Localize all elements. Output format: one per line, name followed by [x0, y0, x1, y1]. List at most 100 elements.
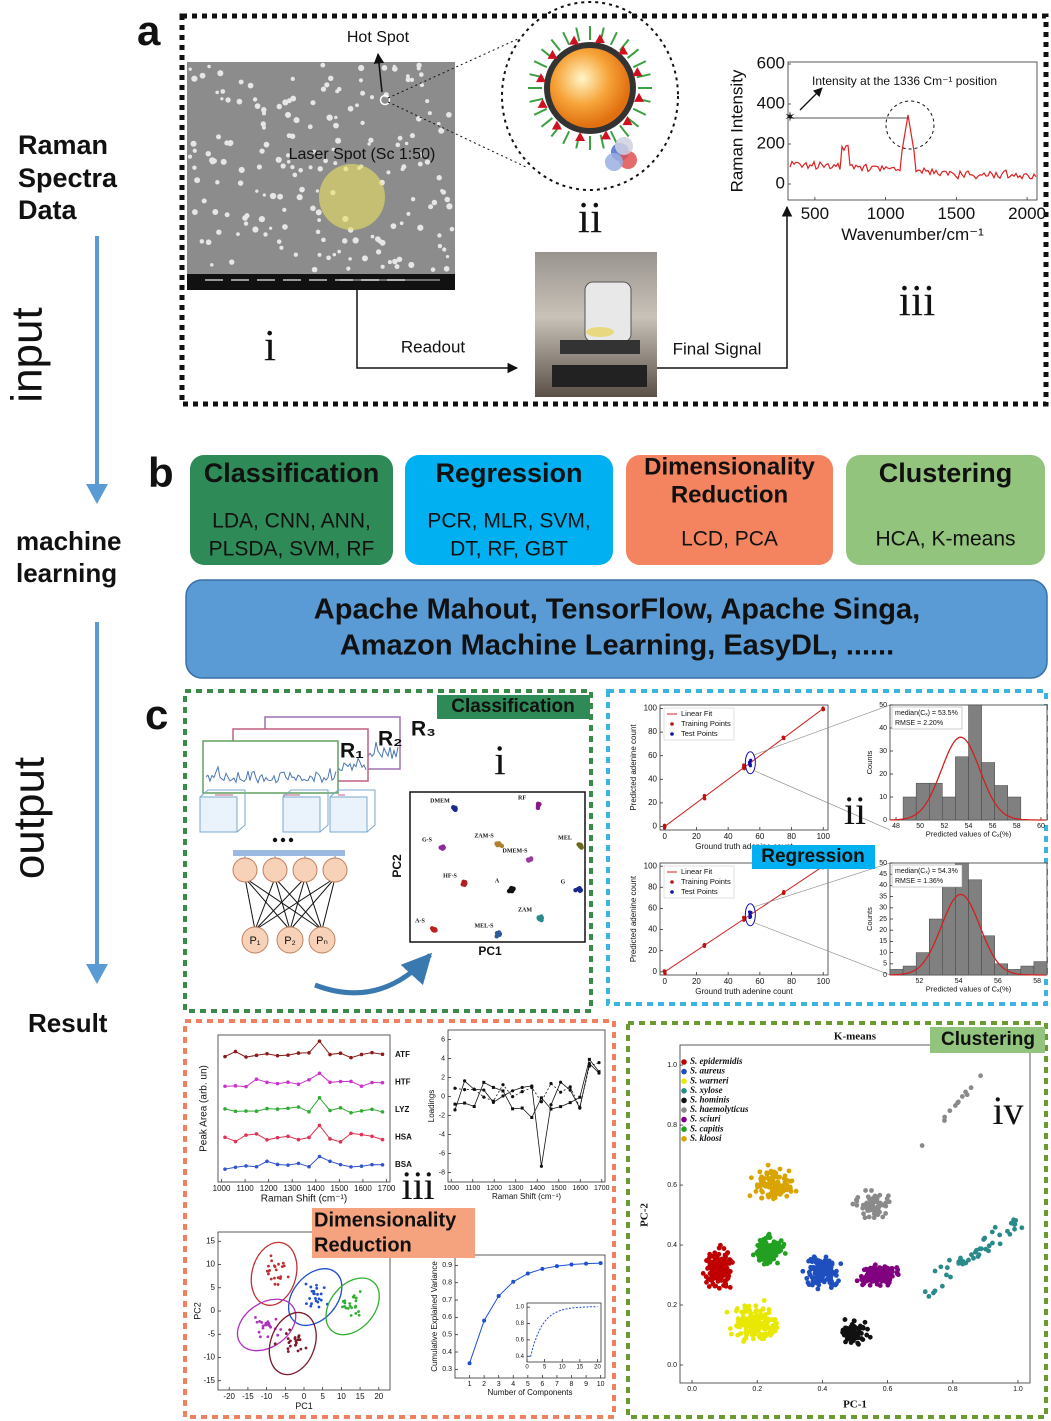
nanoparticle-dot — [205, 150, 212, 157]
x-tick-label: 8 — [570, 1381, 574, 1388]
score-point — [308, 1297, 312, 1300]
nanoparticle-dot — [334, 115, 338, 120]
cluster-point — [727, 1326, 733, 1331]
score-point — [286, 1275, 290, 1279]
nanoparticle-dot — [312, 149, 317, 154]
nanoparticle-dot — [225, 97, 231, 103]
cluster-point — [969, 1252, 974, 1258]
y-tick-label: 0.0 — [667, 1362, 677, 1369]
cluster-point — [974, 1247, 979, 1253]
spectrum-trace — [205, 765, 337, 785]
zoom-ellipse — [744, 751, 756, 775]
score-point — [266, 1335, 270, 1339]
y-tick-label: 0.6 — [667, 1182, 677, 1189]
zoom-ellipse — [744, 903, 756, 927]
arrow — [356, 290, 519, 374]
x-tick-label: 1000 — [213, 1184, 231, 1193]
legend-swatch — [681, 1126, 687, 1132]
method-box — [405, 455, 613, 565]
cluster-point — [744, 1332, 749, 1338]
nanoparticle-dot — [431, 199, 438, 206]
cluster-point — [761, 1298, 767, 1303]
spectrum-frame — [202, 740, 339, 794]
nanoparticle-dot — [419, 72, 424, 77]
flow-arrowhead — [86, 964, 108, 984]
legend-box — [663, 865, 735, 899]
nanoparticle-dot — [279, 245, 284, 250]
series-line — [224, 1097, 383, 1114]
section-tag — [930, 1027, 1045, 1053]
y-tick-label: 0.9 — [442, 1262, 452, 1269]
method-box — [626, 455, 833, 565]
legend-box — [663, 707, 735, 741]
nanoparticle-dot — [311, 266, 318, 273]
nanoparticle-dot — [326, 114, 333, 121]
y-tick-label: 0.6 — [442, 1314, 452, 1321]
y-axis-label: PC-2 — [639, 1203, 651, 1227]
y-tick-label: 40 — [648, 774, 657, 783]
cluster-point — [809, 1274, 815, 1280]
annotation: RMSE = 2.20% — [895, 720, 943, 727]
nanoparticle-dot — [405, 77, 411, 83]
cube — [282, 796, 321, 833]
cluster-point — [948, 1274, 953, 1280]
nanoparticle-dot — [292, 172, 298, 178]
class-label: HF-S — [443, 873, 457, 879]
score-point — [354, 1304, 358, 1308]
score-point — [315, 1286, 319, 1290]
nanoparticle-dot — [227, 140, 234, 146]
cluster-point — [763, 1235, 769, 1241]
nanoparticle-dot — [187, 154, 193, 159]
nanoparticle-dot — [409, 133, 415, 139]
score-point — [309, 1285, 313, 1289]
y-tick-label: 20 — [648, 946, 657, 955]
cluster-point — [784, 1193, 790, 1199]
cluster-point — [771, 1179, 777, 1185]
y-axis-label: Cumulative Explained Variance — [430, 1261, 439, 1372]
section-tag-text: Dimensionality — [314, 1209, 457, 1231]
score-point — [273, 1276, 276, 1280]
cluster-point — [765, 1162, 771, 1168]
cluster-point — [989, 1229, 995, 1235]
cluster-point — [885, 1276, 891, 1282]
x-tick-label: 48 — [892, 823, 900, 830]
nanoparticle-dot — [216, 229, 222, 235]
r-label: R₁ — [340, 740, 364, 763]
y-tick-label: 6 — [441, 1036, 445, 1043]
y-tick-label: 0.2 — [667, 1302, 677, 1309]
nanoparticle-dot — [307, 124, 313, 130]
cluster-point — [983, 1246, 989, 1252]
score-point — [254, 1316, 257, 1319]
legend-label: S. sciuri — [690, 1114, 721, 1124]
cluster-point — [850, 1337, 856, 1343]
cluster-point — [852, 1325, 858, 1331]
cluster-point — [753, 1322, 758, 1328]
cluster-point — [745, 1316, 751, 1322]
nanoparticle-dot — [360, 120, 365, 126]
nanoparticle-dot — [284, 111, 292, 118]
nanoparticle-dot — [282, 207, 287, 213]
y-tick-label: -4 — [439, 1131, 445, 1138]
y-tick-label: 1.0 — [516, 1305, 525, 1311]
cluster-point — [725, 1259, 730, 1264]
training-point — [782, 891, 786, 895]
class-point — [496, 841, 501, 846]
nanoparticle-dot — [212, 209, 219, 215]
cluster-point — [757, 1169, 763, 1175]
x-axis-label: Ground truth adenine count — [695, 987, 793, 996]
cluster-point — [782, 1251, 788, 1256]
cluster-point — [709, 1276, 715, 1282]
reporter — [594, 33, 605, 43]
legend-label: Linear Fit — [681, 709, 713, 718]
cube-edge — [329, 789, 376, 833]
class-label: A — [495, 878, 500, 884]
x-tick-label: 1200 — [486, 1185, 502, 1192]
cluster-point — [865, 1326, 870, 1332]
label: Readout — [401, 337, 466, 356]
series-label: HSA — [395, 1133, 412, 1142]
sem-info-text — [231, 279, 249, 281]
cluster-point — [854, 1278, 860, 1284]
edge — [244, 877, 256, 931]
legend-swatch — [670, 890, 674, 894]
